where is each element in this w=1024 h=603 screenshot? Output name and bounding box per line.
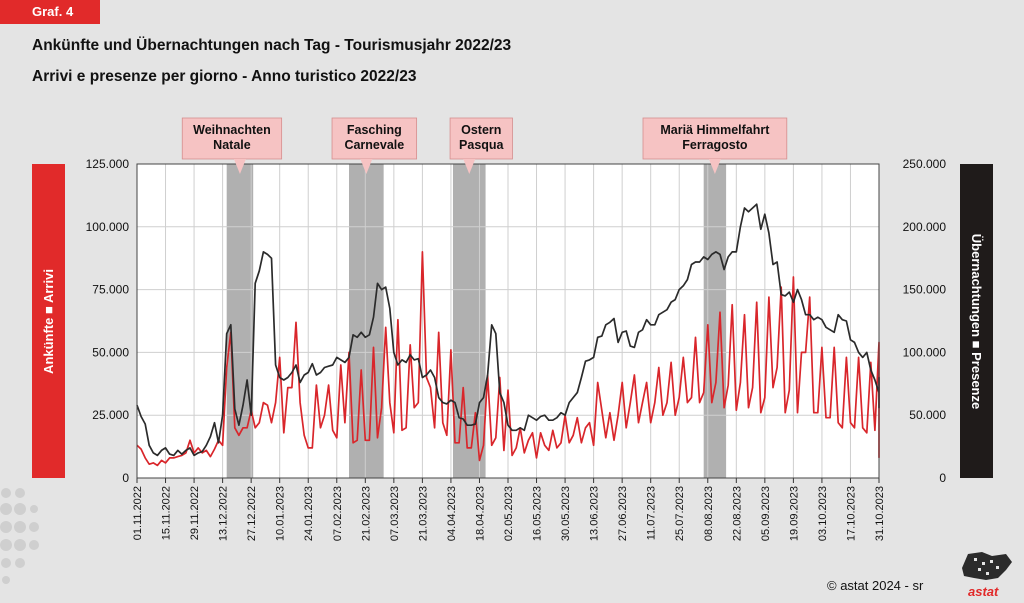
- y-left-tick-label: 75.000: [92, 283, 129, 297]
- x-tick-label: 31.10.2023: [874, 486, 886, 541]
- x-tick-label: 24.01.2023: [303, 486, 315, 541]
- x-tick-label: 27.06.2023: [617, 486, 629, 541]
- y-right-tick-label: 100.000: [903, 345, 947, 359]
- holiday-callout-pointer-3: [708, 159, 721, 174]
- holiday-callout-label: Ostern: [461, 123, 501, 137]
- x-tick-label: 03.10.2023: [817, 486, 829, 541]
- astat-logo-icon: [962, 552, 1012, 580]
- holiday-callout-label: Ferragosto: [682, 138, 748, 152]
- x-tick-label: 13.06.2023: [589, 486, 601, 541]
- holiday-callout-0: [181, 117, 283, 160]
- x-tick-label: 05.09.2023: [760, 486, 772, 541]
- x-tick-label: 27.12.2022: [246, 486, 258, 541]
- x-tick-label: 04.04.2023: [446, 486, 458, 541]
- holiday-callout-3: [642, 117, 788, 160]
- x-tick-label: 08.08.2023: [703, 486, 715, 541]
- y-left-tick-label: 125.000: [86, 157, 130, 171]
- x-tick-label: 15.11.2022: [161, 486, 173, 540]
- y-left-tick-label: 100.000: [86, 220, 130, 234]
- holiday-callout-1: [331, 117, 418, 160]
- holiday-callout-pointer-1: [360, 159, 373, 174]
- x-tick-label: 10.01.2023: [275, 486, 287, 541]
- series-line-arrivals: [136, 251, 880, 467]
- holiday-callout-label: Mariä Himmelfahrt: [660, 123, 770, 137]
- holiday-callout-pointer-0: [233, 159, 246, 174]
- holiday-callout-label: Carnevale: [344, 138, 404, 152]
- y-left-tick-label: 0: [122, 471, 129, 485]
- y-left-tick-label: 50.000: [92, 345, 129, 359]
- x-tick-label: 16.05.2023: [532, 486, 544, 541]
- right-axis-label-bar: Übernachtungen ■ Presenze: [960, 164, 993, 478]
- y-right-tick-label: 50.000: [909, 408, 946, 422]
- x-tick-label: 07.03.2023: [389, 486, 401, 541]
- decorative-dot-pattern: [0, 488, 39, 584]
- x-tick-label: 07.02.2023: [332, 486, 344, 541]
- holiday-callout-2: [449, 117, 513, 160]
- holiday-callout-label: Weihnachten: [193, 123, 271, 137]
- series-line-overnights: [136, 203, 880, 457]
- left-axis-label-bar: Ankünfte ■ Arrivi: [32, 164, 65, 478]
- y-right-tick-label: 0: [939, 471, 946, 485]
- y-right-tick-label: 150.000: [903, 283, 947, 297]
- x-tick-label: 11.07.2023: [646, 486, 658, 540]
- x-tick-label: 13.12.2022: [218, 486, 230, 541]
- plot-frame: [136, 163, 880, 479]
- x-tick-label: 30.05.2023: [560, 486, 572, 541]
- holiday-band-0: [226, 164, 254, 478]
- holiday-callout-label: Pasqua: [459, 138, 505, 152]
- x-tick-label: 25.07.2023: [674, 486, 686, 541]
- x-tick-label: 29.11.2022: [189, 486, 201, 540]
- x-tick-label: 19.09.2023: [788, 486, 800, 541]
- holiday-band-1: [349, 164, 384, 478]
- x-tick-label: 21.03.2023: [417, 486, 429, 541]
- x-tick-label: 02.05.2023: [503, 486, 515, 541]
- y-right-tick-label: 250.000: [903, 157, 947, 171]
- y-right-tick-label: 200.000: [903, 220, 947, 234]
- x-tick-label: 22.08.2023: [731, 486, 743, 541]
- holiday-callout-label: Fasching: [347, 123, 402, 137]
- holiday-callout-label: Natale: [213, 138, 251, 152]
- x-tick-label: 17.10.2023: [845, 486, 857, 541]
- holiday-callout-pointer-2: [463, 159, 476, 174]
- x-tick-label: 01.11.2022: [132, 486, 144, 540]
- y-left-tick-label: 25.000: [92, 408, 129, 422]
- chart-number-badge: Graf. 4: [0, 0, 100, 24]
- astat-logo-text: astat: [968, 584, 999, 599]
- holiday-band-3: [703, 164, 727, 478]
- x-tick-label: 18.04.2023: [474, 486, 486, 541]
- chart-title-german: Ankünfte und Übernachtungen nach Tag - T…: [32, 37, 512, 54]
- copyright-note: © astat 2024 - sr: [827, 578, 924, 593]
- chart-title-italian: Arrivi e presenze per giorno - Anno turi…: [32, 68, 417, 85]
- x-tick-label: 21.02.2023: [360, 486, 372, 541]
- holiday-band-2: [452, 164, 486, 478]
